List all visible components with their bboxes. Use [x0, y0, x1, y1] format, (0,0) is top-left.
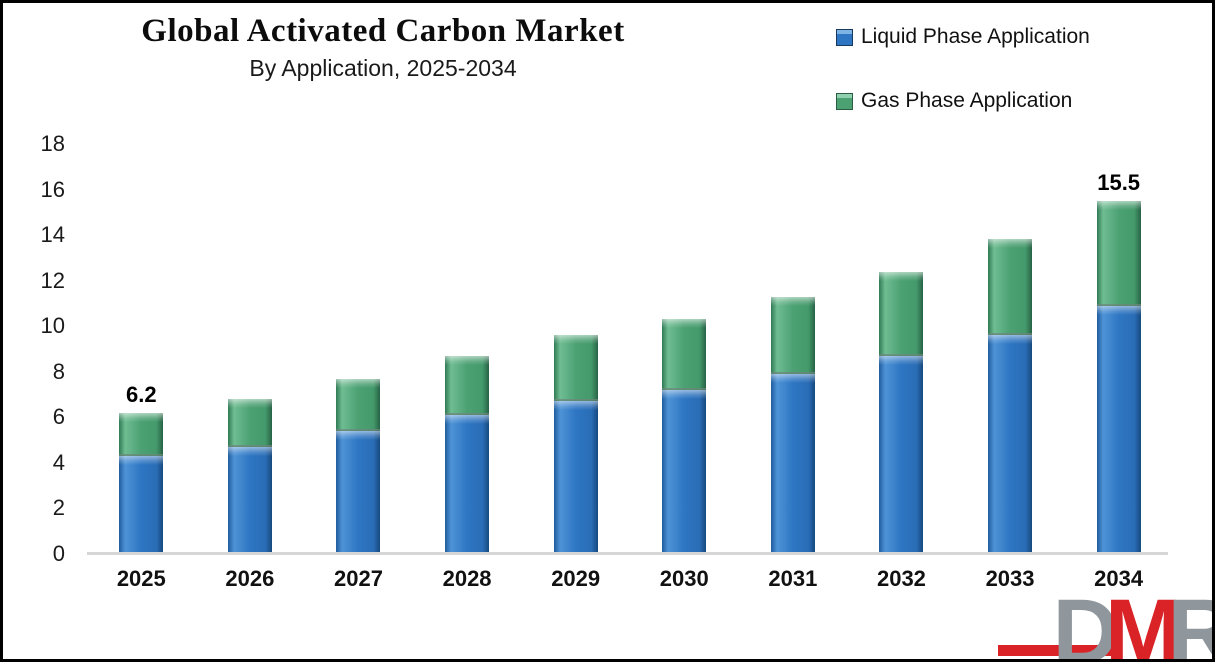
- legend-label: Gas Phase Application: [861, 89, 1073, 112]
- gas-phase-segment: [988, 239, 1033, 335]
- legend-item: Gas Phase Application: [836, 87, 1090, 115]
- bar-group: [196, 144, 305, 554]
- y-tick-label: 10: [40, 313, 65, 339]
- gas-phase-segment: [1096, 201, 1141, 306]
- y-tick-label: 18: [40, 131, 65, 156]
- gas-phase-segment: [662, 319, 707, 390]
- liquid-phase-segment: [445, 415, 490, 554]
- bar-value-label: 15.5: [1097, 170, 1141, 195]
- bar-group: [847, 144, 956, 554]
- logo-letter-d: D: [1052, 581, 1119, 662]
- legend-item: Liquid Phase Application: [836, 23, 1090, 51]
- x-tick-label: 2030: [659, 566, 709, 591]
- stacked-bar: [988, 239, 1033, 554]
- legend-label: Liquid Phase Application: [861, 25, 1090, 48]
- y-tick-label: 6: [52, 404, 65, 430]
- x-tick-label: 2031: [768, 566, 818, 591]
- dmr-logo: DMR: [1052, 586, 1212, 659]
- stacked-bar: [119, 413, 164, 554]
- liquid-phase-segment: [119, 456, 164, 554]
- stacked-bar: [1096, 201, 1141, 554]
- liquid-phase-segment: [553, 401, 598, 554]
- legend: Liquid Phase Application Gas Phase Applic…: [836, 23, 1090, 151]
- liquid-legend-swatch-icon: [836, 28, 853, 46]
- gas-phase-segment: [770, 297, 815, 374]
- bar-group: [413, 144, 522, 554]
- y-tick-label: 4: [52, 449, 65, 475]
- bar-group: 6.2: [87, 144, 196, 554]
- stacked-bar: [879, 272, 924, 554]
- x-tick-label: 2032: [876, 566, 926, 591]
- gas-legend-swatch-icon: [836, 92, 853, 110]
- liquid-phase-segment: [988, 335, 1033, 554]
- plot-area: 6.2 15.5: [87, 144, 1173, 554]
- bar-group: [630, 144, 739, 554]
- liquid-phase-segment: [879, 356, 924, 554]
- y-tick-label: 16: [40, 176, 65, 202]
- logo-letter-m: M: [1104, 581, 1182, 662]
- bar-group: [739, 144, 848, 554]
- bar-group: 15.5: [1064, 144, 1173, 554]
- x-tick-label: 2028: [442, 566, 492, 591]
- y-tick-label: 2: [52, 495, 65, 521]
- gas-phase-segment: [336, 379, 381, 431]
- chart-subtitle: By Application, 2025-2034: [249, 54, 517, 81]
- bar-group: [521, 144, 630, 554]
- liquid-phase-segment: [336, 431, 381, 554]
- x-axis-line: [87, 552, 1168, 555]
- stacked-bar: [445, 356, 490, 554]
- bar-group: [304, 144, 413, 554]
- y-tick-label: 12: [40, 267, 65, 293]
- x-tick-label: 2034: [1094, 566, 1144, 591]
- liquid-phase-segment: [770, 374, 815, 554]
- y-tick-label: 8: [52, 358, 65, 384]
- liquid-phase-segment: [227, 447, 272, 554]
- x-tick-label: 2029: [551, 566, 601, 591]
- x-axis: 2025 2026 2027 2028 2029 2030 2031 2032 2033 2034: [87, 566, 1173, 592]
- dmr-logo-underline: [998, 645, 1116, 656]
- y-axis: 0 2 4 6 8 10 12 14 16 18: [21, 3, 65, 603]
- bar-value-label: 6.2: [126, 382, 157, 407]
- x-tick-label: 2026: [225, 566, 275, 591]
- gas-phase-segment: [553, 335, 598, 401]
- chart-title: Global Activated Carbon Market: [141, 13, 625, 49]
- stacked-bar: [770, 297, 815, 554]
- stacked-bar: [553, 335, 598, 554]
- x-tick-label: 2025: [116, 566, 166, 591]
- stacked-bar: [227, 399, 272, 554]
- y-tick-label: 14: [40, 222, 65, 248]
- liquid-phase-segment: [1096, 306, 1141, 554]
- x-tick-label: 2027: [334, 566, 383, 591]
- bar-group: [956, 144, 1065, 554]
- stacked-bar: [336, 379, 381, 554]
- liquid-phase-segment: [662, 390, 707, 554]
- gas-phase-segment: [227, 399, 272, 447]
- stacked-bar: [662, 319, 707, 554]
- logo-letter-r: R: [1167, 581, 1215, 662]
- x-tick-label: 2033: [985, 566, 1035, 591]
- gas-phase-segment: [119, 413, 164, 456]
- gas-phase-segment: [445, 356, 490, 415]
- gas-phase-segment: [879, 272, 924, 356]
- chart-header: Global Activated Carbon Market By Applic…: [33, 13, 733, 82]
- y-tick-label: 0: [52, 541, 65, 566]
